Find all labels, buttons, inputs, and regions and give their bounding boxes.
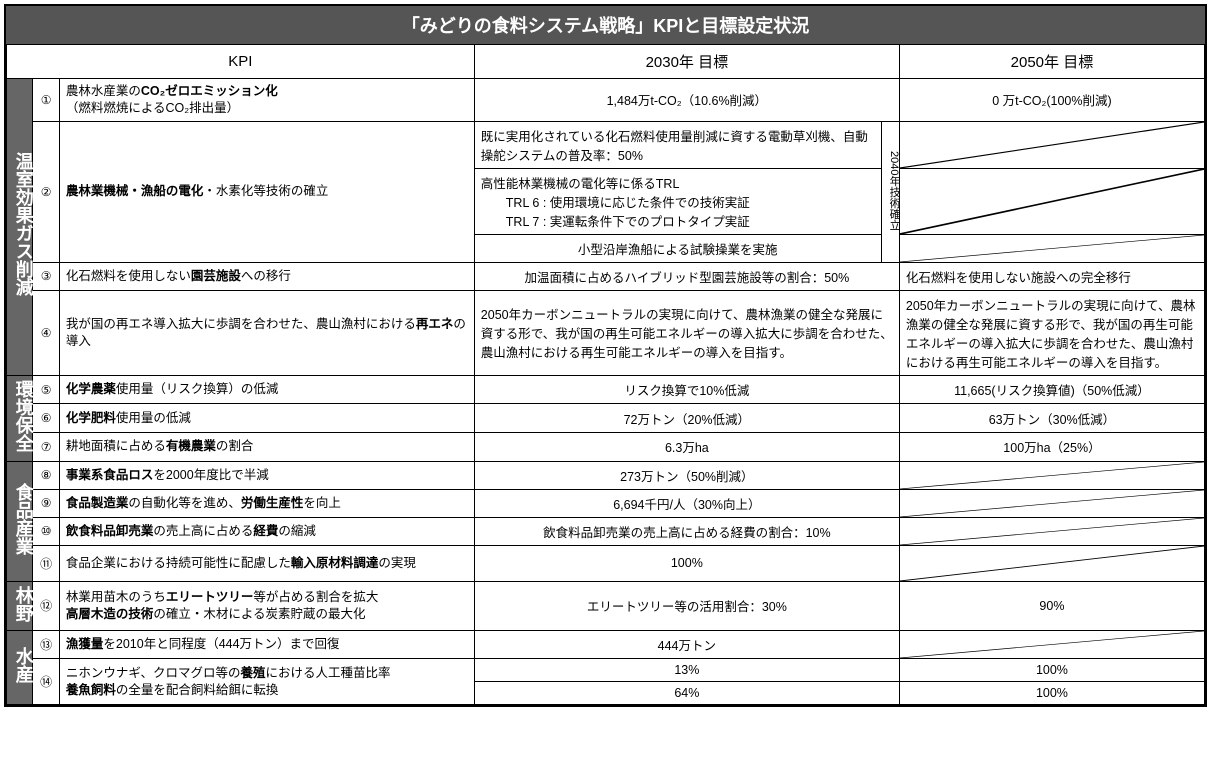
target-2030: 273万トン（50%削減） (474, 461, 899, 489)
target-2030: エリートツリー等の活用割合：30% (474, 581, 899, 631)
diagonal-cell (899, 461, 1204, 489)
diagonal-cell (899, 545, 1204, 581)
target-2030: 444万トン (474, 631, 899, 659)
kpi-cell: 事業系食品ロスを2000年度比で半減 (59, 461, 474, 489)
row-number: ② (33, 121, 59, 262)
target-2050: 100% (899, 659, 1204, 682)
target-2050: 63万トン（30%低減） (899, 404, 1204, 433)
target-2050: 11,665(リスク換算値)（50%低減） (899, 375, 1204, 404)
table-row: 林野 ⑫ 林業用苗木のうちエリートツリー等が占める割合を拡大高層木造の技術の確立… (7, 581, 1205, 631)
kpi-cell: 農林水産業のCO₂ゼロエミッション化（燃料燃焼によるCO₂排出量） (59, 79, 474, 122)
row-number: ④ (33, 290, 59, 375)
category-ghg: 温室効果ガス削減 (7, 79, 33, 376)
target-2030: 64% (474, 682, 899, 705)
target-2050: 90% (899, 581, 1204, 631)
row-number: ⑦ (33, 432, 59, 461)
diagonal-cell (899, 121, 1204, 168)
row-number: ⑩ (33, 517, 59, 545)
table-row: ⑦ 耕地面積に占める有機農業の割合 6.3万ha 100万ha（25%） (7, 432, 1205, 461)
table-row: ⑨ 食品製造業の自動化等を進め、労働生産性を向上 6,694千円/人（30%向上… (7, 489, 1205, 517)
target-2050: 100% (899, 682, 1204, 705)
target-2030: 6.3万ha (474, 432, 899, 461)
table-row: 温室効果ガス削減 ① 農林水産業のCO₂ゼロエミッション化（燃料燃焼によるCO₂… (7, 79, 1205, 122)
kpi-cell: 食品製造業の自動化等を進め、労働生産性を向上 (59, 489, 474, 517)
target-2030: 2050年カーボンニュートラルの実現に向けて、農林漁業の健全な発展に資する形で、… (474, 290, 899, 375)
kpi-cell: 漁獲量を2010年と同程度（444万トン）まで回復 (59, 631, 474, 659)
kpi-table: KPI 2030年 目標 2050年 目標 温室効果ガス削減 ① 農林水産業のC… (6, 44, 1205, 705)
row-number: ① (33, 79, 59, 122)
target-2050: 化石燃料を使用しない施設への完全移行 (899, 262, 1204, 290)
target-2030: 加温面積に占めるハイブリッド型園芸施設等の割合：50% (474, 262, 899, 290)
category-forestry: 林野 (7, 581, 33, 631)
header-row: KPI 2030年 目標 2050年 目標 (7, 45, 1205, 79)
target-2050: 0 万t-CO₂(100%削減) (899, 79, 1204, 122)
category-fisheries: 水産 (7, 631, 33, 705)
diagonal-cell (899, 489, 1204, 517)
table-title: 「みどりの食料システム戦略」KPIと目標設定状況 (6, 6, 1205, 44)
table-row: 食品産業 ⑧ 事業系食品ロスを2000年度比で半減 273万トン（50%削減） (7, 461, 1205, 489)
row-number: ⑭ (33, 659, 59, 705)
table-row: ⑭ ニホンウナギ、クロマグロ等の養殖における人工種苗比率養魚飼料の全量を配合飼料… (7, 659, 1205, 682)
kpi-cell: 農林業機械・漁船の電化・水素化等技術の確立 (59, 121, 474, 262)
header-2050: 2050年 目標 (899, 45, 1204, 79)
row-number: ⑬ (33, 631, 59, 659)
table-row: ⑩ 飲食料品卸売業の売上高に占める経費の縮減 飲食料品卸売業の売上高に占める経費… (7, 517, 1205, 545)
target-2050: 100万ha（25%） (899, 432, 1204, 461)
row-number: ⑫ (33, 581, 59, 631)
kpi-cell: 林業用苗木のうちエリートツリー等が占める割合を拡大高層木造の技術の確立・木材によ… (59, 581, 474, 631)
row-number: ③ (33, 262, 59, 290)
category-food: 食品産業 (7, 461, 33, 581)
diagonal-cell (899, 631, 1204, 659)
row-number: ⑥ (33, 404, 59, 433)
table-row: ⑪ 食品企業における持続可能性に配慮した輸入原材料調達の実現 100% (7, 545, 1205, 581)
diagonal-cell (899, 517, 1204, 545)
kpi-cell: 化学農薬使用量（リスク換算）の低減 (59, 375, 474, 404)
kpi-cell: 我が国の再エネ導入拡大に歩調を合わせた、農山漁村における再エネの導入 (59, 290, 474, 375)
target-2030-sub: 小型沿岸漁船による試験操業を実施 (474, 234, 881, 262)
table-container: 「みどりの食料システム戦略」KPIと目標設定状況 KPI 2030年 目標 20… (4, 4, 1207, 707)
table-row: 環境保全 ⑤ 化学農薬使用量（リスク換算）の低減 リスク換算で10%低減 11,… (7, 375, 1205, 404)
table-row: ⑥ 化学肥料使用量の低減 72万トン（20%低減） 63万トン（30%低減） (7, 404, 1205, 433)
category-env: 環境保全 (7, 375, 33, 461)
target-2050: 2050年カーボンニュートラルの実現に向けて、農林漁業の健全な発展に資する形で、… (899, 290, 1204, 375)
diagonal-cell (899, 168, 1204, 234)
target-2030: 100% (474, 545, 899, 581)
table-row: ④ 我が国の再エネ導入拡大に歩調を合わせた、農山漁村における再エネの導入 205… (7, 290, 1205, 375)
row-number: ⑨ (33, 489, 59, 517)
header-2030: 2030年 目標 (474, 45, 899, 79)
table-row: ③ 化石燃料を使用しない園芸施設への移行 加温面積に占めるハイブリッド型園芸施設… (7, 262, 1205, 290)
target-2030: 72万トン（20%低減） (474, 404, 899, 433)
kpi-cell: 食品企業における持続可能性に配慮した輸入原材料調達の実現 (59, 545, 474, 581)
row-number: ⑤ (33, 375, 59, 404)
header-kpi: KPI (7, 45, 475, 79)
row-number: ⑧ (33, 461, 59, 489)
kpi-cell: 化学肥料使用量の低減 (59, 404, 474, 433)
kpi-cell: 化石燃料を使用しない園芸施設への移行 (59, 262, 474, 290)
table-row: ② 農林業機械・漁船の電化・水素化等技術の確立 既に実用化されている化石燃料使用… (7, 121, 1205, 168)
target-2030: 6,694千円/人（30%向上） (474, 489, 899, 517)
target-2030-sub: 高性能林業機械の電化等に係るTRL TRL 6 : 使用環境に応じた条件での技術… (474, 168, 881, 234)
kpi-cell: 飲食料品卸売業の売上高に占める経費の縮減 (59, 517, 474, 545)
target-2030: 13% (474, 659, 899, 682)
row-number: ⑪ (33, 545, 59, 581)
diagonal-cell (899, 234, 1204, 262)
kpi-cell: ニホンウナギ、クロマグロ等の養殖における人工種苗比率養魚飼料の全量を配合飼料給餌… (59, 659, 474, 705)
side-label: 2040年技術確立 (881, 121, 899, 262)
target-2030: リスク換算で10%低減 (474, 375, 899, 404)
target-2030-sub: 既に実用化されている化石燃料使用量削減に資する電動草刈機、自動操舵システムの普及… (474, 121, 881, 168)
target-2030: 飲食料品卸売業の売上高に占める経費の割合：10% (474, 517, 899, 545)
table-row: 水産 ⑬ 漁獲量を2010年と同程度（444万トン）まで回復 444万トン (7, 631, 1205, 659)
target-2030: 1,484万t-CO₂（10.6%削減） (474, 79, 899, 122)
kpi-cell: 耕地面積に占める有機農業の割合 (59, 432, 474, 461)
